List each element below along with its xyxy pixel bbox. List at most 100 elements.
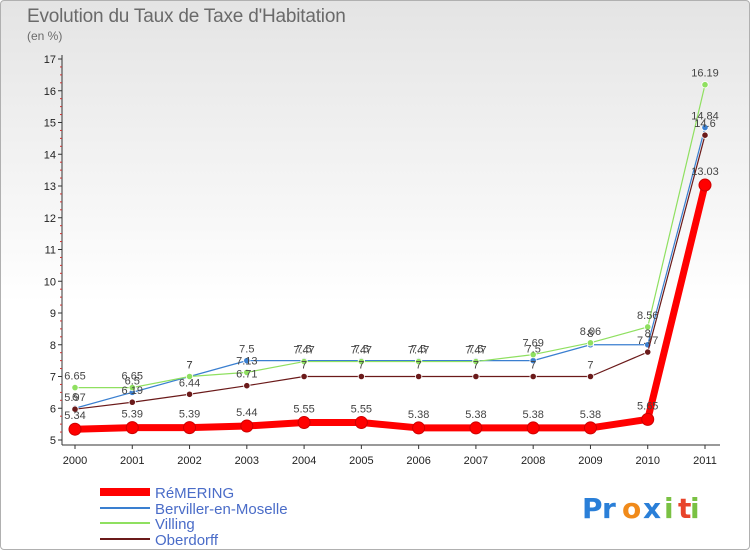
data-label: 7.5: [526, 344, 541, 356]
data-point: [357, 357, 365, 366]
y-tick-label: 7: [50, 372, 56, 384]
x-tick-label: 2006: [406, 455, 430, 467]
data-label: 5.39: [122, 409, 143, 421]
data-label: 7.47: [465, 345, 486, 357]
series-line-rémering: [71, 181, 709, 433]
data-label: 8: [587, 328, 593, 340]
data-label: 6.71: [236, 369, 257, 381]
data-label: 6.44: [179, 377, 200, 389]
y-axis-unit-label: (en %): [27, 29, 63, 43]
data-label: 7.77: [637, 335, 658, 347]
data-label: 5.38: [408, 409, 429, 421]
data-point: [529, 350, 537, 359]
data-point: [183, 421, 197, 435]
data-point: [185, 390, 194, 398]
data-label: 7.5: [296, 344, 311, 356]
brand-logo-letter: i: [664, 492, 674, 525]
data-label: 7: [301, 360, 307, 372]
data-point: [128, 398, 136, 406]
data-point: [526, 421, 540, 435]
data-point: [243, 382, 251, 390]
x-tick-label: 2009: [578, 455, 602, 467]
y-tick-label: 16: [44, 86, 56, 98]
data-point: [415, 372, 423, 381]
brand-logo-letter: r: [602, 492, 616, 525]
data-label: 8.06: [580, 326, 601, 338]
y-tick-label: 6: [50, 403, 56, 415]
data-label: 6.19: [122, 385, 143, 397]
legend-label: Berviller-en-Moselle: [155, 501, 288, 518]
data-point: [701, 131, 709, 139]
data-point: [644, 323, 652, 331]
data-point: [701, 123, 709, 132]
data-label: 6: [72, 391, 78, 403]
data-point: [586, 372, 595, 381]
data-point: [125, 421, 139, 435]
x-tick-label: 2010: [635, 455, 659, 467]
x-tick-label: 2003: [235, 455, 259, 467]
data-point: [300, 357, 308, 366]
x-tick-label: 2001: [120, 455, 144, 467]
data-label: 5.38: [580, 409, 601, 421]
x-tick-label: 2007: [464, 455, 488, 467]
y-tick-label: 9: [50, 308, 56, 320]
x-tick-label: 2002: [177, 455, 201, 467]
chart-title: Evolution du Taux de Taxe d'Habitation: [27, 6, 346, 27]
x-tick-label: 2004: [292, 455, 316, 467]
data-label: 7.47: [351, 345, 372, 357]
brand-logo-letter: P: [582, 492, 603, 525]
brand-logo-letter: i: [690, 492, 700, 525]
legend-label: Villing: [155, 516, 195, 533]
legend-label: Oberdorff: [155, 532, 219, 549]
data-point: [641, 412, 655, 426]
data-point: [128, 384, 136, 392]
data-label: 5.55: [351, 404, 372, 416]
data-point: [412, 421, 426, 435]
data-label: 7.47: [293, 345, 314, 357]
data-point: [357, 372, 365, 381]
data-label: 5.65: [637, 400, 658, 412]
series-line-berviller-en-moselle: [74, 126, 706, 409]
data-point: [583, 421, 597, 435]
data-point: [185, 372, 194, 381]
data-label: 5.97: [64, 392, 85, 404]
data-label: 13.03: [691, 166, 719, 178]
data-point: [71, 405, 79, 413]
data-label: 7.5: [354, 344, 369, 356]
data-label: 5.38: [465, 409, 486, 421]
data-label: 5.38: [522, 409, 543, 421]
data-label: 5.44: [236, 407, 257, 419]
legend-label: RéMERING: [155, 485, 234, 502]
x-tick-label: 2000: [63, 455, 87, 467]
data-point: [68, 422, 82, 436]
data-label: 7: [530, 360, 536, 372]
data-label: 7: [473, 360, 479, 372]
data-point: [586, 339, 595, 347]
series-line-villing: [74, 84, 706, 389]
data-label: 6.65: [64, 371, 85, 383]
data-point: [472, 372, 480, 381]
x-tick-label: 2005: [349, 455, 373, 467]
data-label: 7.5: [411, 344, 426, 356]
y-tick-label: 8: [50, 340, 56, 352]
data-label: 8.56: [637, 310, 658, 322]
data-label: 6.65: [122, 371, 143, 383]
y-tick-label: 12: [44, 213, 56, 225]
data-label: 14.6: [694, 118, 715, 130]
y-tick-label: 15: [44, 118, 56, 130]
data-point: [698, 178, 712, 192]
data-label: 14.84: [691, 111, 719, 123]
x-tick-label: 2011: [693, 455, 717, 467]
y-tick-label: 17: [44, 54, 56, 66]
data-label: 7.5: [239, 344, 254, 356]
data-label: 7: [186, 360, 192, 372]
data-point: [529, 372, 537, 381]
data-point: [240, 419, 254, 433]
data-label: 5.39: [179, 409, 200, 421]
data-point: [472, 357, 480, 366]
data-point: [644, 348, 652, 356]
brand-logo-letter: o: [622, 492, 641, 525]
